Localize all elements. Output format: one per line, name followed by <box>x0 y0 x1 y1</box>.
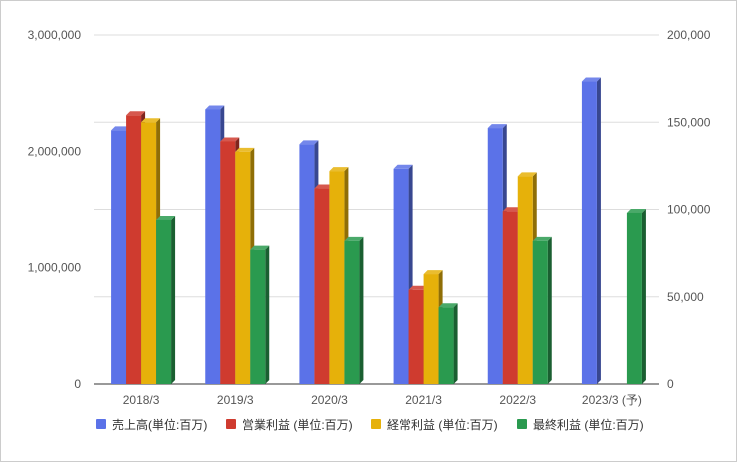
bar <box>111 130 127 384</box>
bar-top <box>314 184 334 189</box>
bar <box>235 151 251 384</box>
bar-top <box>393 164 413 169</box>
legend-swatch <box>371 419 381 429</box>
bar-side <box>359 236 364 384</box>
bar <box>250 249 266 384</box>
bar <box>329 171 345 384</box>
bar-top <box>423 270 443 275</box>
legend-label: 最終利益 (単位:百万) <box>533 417 644 432</box>
bar-top <box>126 111 146 116</box>
bar-top <box>517 172 537 177</box>
y-left-tick-label: 0 <box>74 377 81 391</box>
y-left-tick-label: 3,000,000 <box>28 28 82 42</box>
bar <box>517 176 533 384</box>
bar-top <box>235 147 255 152</box>
legend-label: 経常利益 (単位:百万) <box>387 417 498 432</box>
bar-side <box>547 236 552 384</box>
bar <box>438 307 454 384</box>
bar <box>205 109 221 384</box>
bar <box>502 211 518 384</box>
x-tick-label: 2021/3 <box>405 393 442 407</box>
legend-label: 営業利益 (単位:百万) <box>242 417 353 432</box>
y-right-tick-label: 50,000 <box>667 290 704 304</box>
bar <box>423 274 439 384</box>
bar <box>220 141 236 384</box>
bar <box>299 144 315 384</box>
bar <box>141 122 157 384</box>
legend-swatch <box>517 419 527 429</box>
bar <box>393 168 409 384</box>
bar-top <box>532 236 552 241</box>
legend-label: 売上高(単位:百万) <box>112 417 207 432</box>
bar-top <box>220 137 240 142</box>
bar-top <box>581 77 601 82</box>
bar-side <box>641 208 646 384</box>
bar-top <box>250 245 270 250</box>
y-right-tick-label: 100,000 <box>667 203 711 217</box>
x-tick-label: 2019/3 <box>217 393 254 407</box>
bar-top <box>438 303 458 308</box>
bar <box>408 289 424 384</box>
x-tick-label: 2020/3 <box>311 393 348 407</box>
bar-side <box>453 303 458 384</box>
bar-side <box>596 77 601 385</box>
y-right-tick-label: 150,000 <box>667 115 711 129</box>
bar <box>626 212 642 384</box>
bar-side <box>171 215 176 384</box>
bar <box>487 128 503 384</box>
bar-top <box>111 126 131 131</box>
bar <box>532 240 548 384</box>
bar <box>314 188 330 384</box>
x-tick-label: 2018/3 <box>123 393 160 407</box>
bar-top <box>156 215 176 220</box>
legend-swatch <box>96 419 106 429</box>
y-right-tick-label: 0 <box>667 377 674 391</box>
x-tick-label: 2023/3 (予) <box>582 393 642 407</box>
bar-top <box>344 236 364 241</box>
bar <box>126 115 142 385</box>
bar <box>344 240 360 384</box>
y-left-tick-label: 2,000,000 <box>28 144 82 158</box>
x-tick-label: 2022/3 <box>499 393 536 407</box>
bar-top <box>205 105 225 110</box>
bar-top <box>141 118 161 123</box>
bar-top <box>299 140 319 145</box>
bar-top <box>626 208 646 213</box>
bar <box>156 219 172 384</box>
y-left-tick-label: 1,000,000 <box>28 261 82 275</box>
bar <box>581 81 597 385</box>
bar-side <box>265 245 270 384</box>
bar-top <box>408 285 428 290</box>
bar-top <box>329 167 349 172</box>
bar-top <box>502 207 522 212</box>
legend-swatch <box>226 419 236 429</box>
bar-top <box>487 124 507 129</box>
y-right-tick-label: 200,000 <box>667 28 711 42</box>
